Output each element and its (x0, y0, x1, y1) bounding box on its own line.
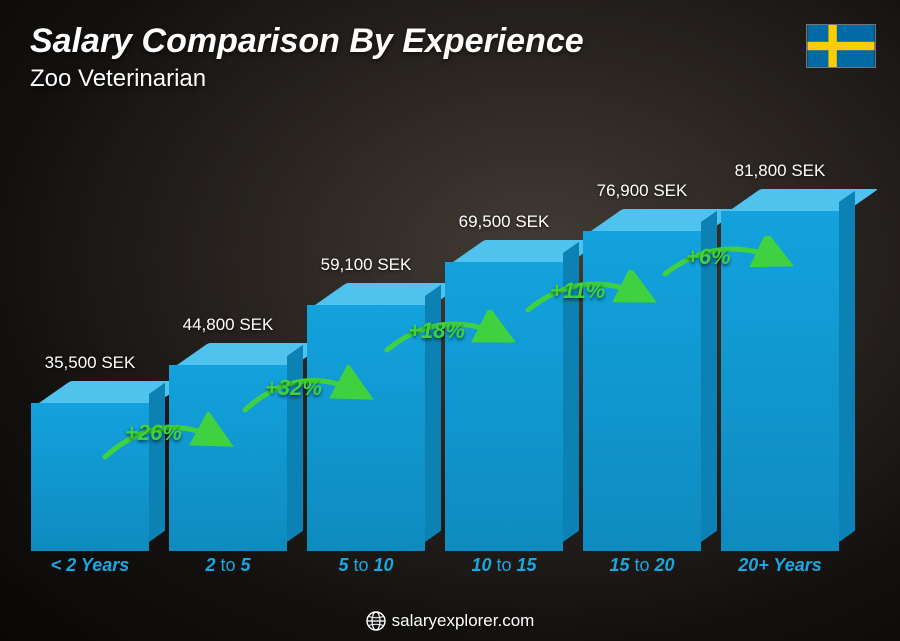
delta-label: +32% (265, 375, 322, 401)
bar-shape (445, 240, 563, 551)
bar: 59,100 SEK (306, 255, 426, 551)
x-label: < 2 Years (30, 555, 150, 581)
x-label: 15 to 20 (582, 555, 702, 581)
delta-label: +26% (125, 420, 182, 446)
x-label: 2 to 5 (168, 555, 288, 581)
page-title: Salary Comparison By Experience (30, 22, 870, 61)
delta-label: +6% (686, 244, 731, 270)
x-label: 5 to 10 (306, 555, 426, 581)
bar-value-label: 81,800 SEK (735, 161, 826, 181)
bar-value-label: 69,500 SEK (459, 212, 550, 232)
bar: 81,800 SEK (720, 161, 840, 551)
bar-shape (721, 189, 839, 551)
delta-label: +18% (408, 318, 465, 344)
footer-site: salaryexplorer.com (392, 611, 535, 631)
bars-container: 35,500 SEK 44,800 SEK 59,100 SEK 69,500 SEK… (30, 140, 840, 551)
flag-sweden (806, 24, 876, 68)
bar-shape (31, 381, 149, 551)
bar: 76,900 SEK (582, 181, 702, 551)
footer: salaryexplorer.com (0, 611, 900, 631)
bar-value-label: 35,500 SEK (45, 353, 136, 373)
chart-area: 35,500 SEK 44,800 SEK 59,100 SEK 69,500 SEK… (30, 140, 840, 581)
bar-shape (583, 209, 701, 551)
x-label: 10 to 15 (444, 555, 564, 581)
globe-icon (366, 611, 386, 631)
flag-icon (807, 25, 875, 67)
page-subtitle: Zoo Veterinarian (30, 65, 870, 93)
bar-value-label: 44,800 SEK (183, 315, 274, 335)
bar-value-label: 59,100 SEK (321, 255, 412, 275)
header: Salary Comparison By Experience Zoo Vete… (30, 22, 870, 93)
delta-label: +11% (550, 278, 605, 304)
bar: 69,500 SEK (444, 212, 564, 551)
bar-value-label: 76,900 SEK (597, 181, 688, 201)
bar: 44,800 SEK (168, 315, 288, 551)
x-label: 20+ Years (720, 555, 840, 581)
x-labels: < 2 Years 2 to 5 5 to 10 10 to 15 15 to 20 20… (30, 555, 840, 581)
bar: 35,500 SEK (30, 353, 150, 551)
